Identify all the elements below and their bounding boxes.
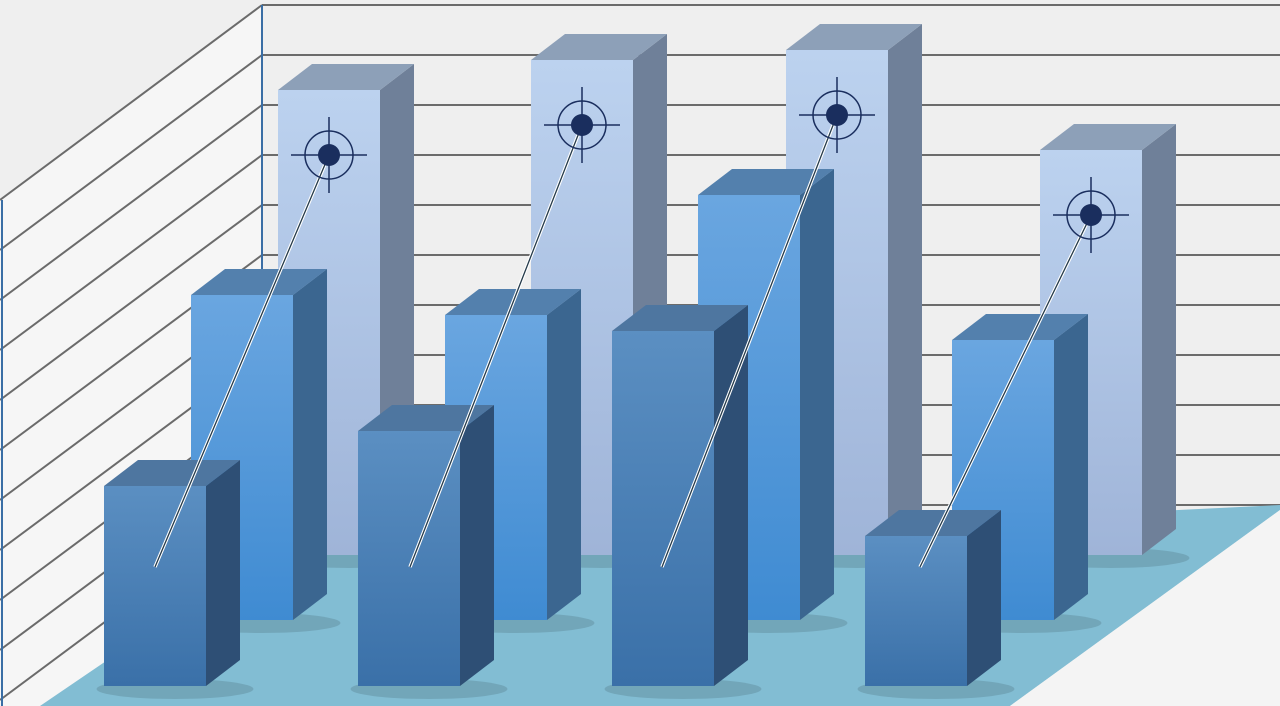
bar-side-front-3 (967, 510, 1001, 686)
bar-side-middle-0 (293, 269, 327, 620)
bar-front-1 (358, 431, 460, 686)
bar-front-3 (865, 536, 967, 686)
side-gridline (0, 204, 263, 401)
bar-top-back-0 (278, 64, 414, 90)
bar-top-front-2 (612, 305, 748, 331)
bar-side-front-0 (206, 460, 240, 686)
side-gridline (0, 4, 263, 201)
bar-top-back-2 (786, 24, 922, 50)
bar-side-middle-3 (1054, 314, 1088, 620)
bar-top-front-3 (865, 510, 1001, 536)
bar-top-front-1 (358, 405, 494, 431)
pointer-line (409, 124, 583, 568)
floor-edge (1010, 510, 1280, 706)
side-gridline (0, 154, 263, 351)
bar-side-middle-2 (800, 169, 834, 620)
bar-top-front-0 (104, 460, 240, 486)
bar-top-middle-3 (952, 314, 1088, 340)
bar-side-front-1 (460, 405, 494, 686)
bar-top-middle-2 (698, 169, 834, 195)
side-gridline (0, 54, 263, 251)
bar-front-2 (612, 331, 714, 686)
bar-top-back-1 (531, 34, 667, 60)
bar-side-back-3 (1142, 124, 1176, 555)
bar-top-back-3 (1040, 124, 1176, 150)
pointer-line (154, 154, 330, 568)
pointer-line (661, 114, 838, 568)
bar-side-front-2 (714, 305, 748, 686)
pointer-line (919, 214, 1092, 568)
side-gridline (0, 104, 263, 301)
bar-top-middle-0 (191, 269, 327, 295)
bar-front-0 (104, 486, 206, 686)
bar-side-middle-1 (547, 289, 581, 620)
bar-side-back-2 (888, 24, 922, 555)
